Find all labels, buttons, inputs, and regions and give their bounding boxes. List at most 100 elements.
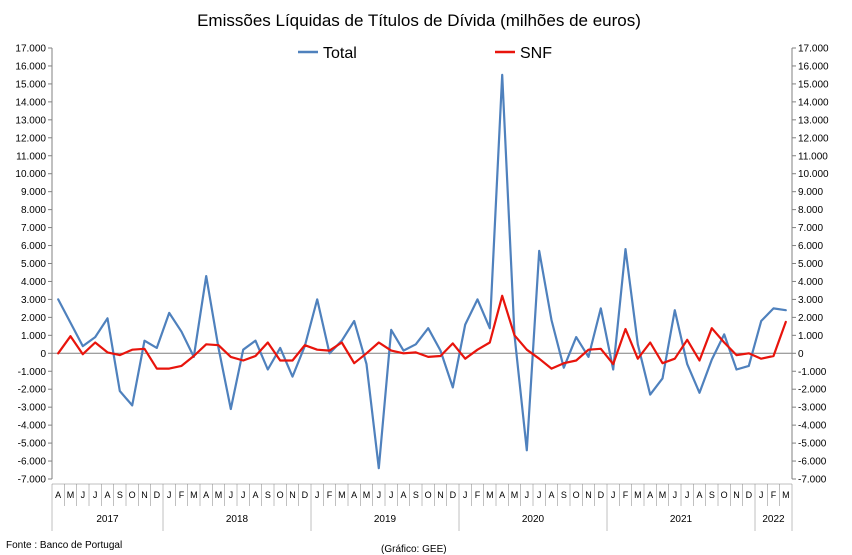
y-tick-label-left: 1.000	[21, 331, 46, 342]
x-tick-label-month: F	[771, 490, 777, 500]
chart-title: Emissões Líquidas de Títulos de Dívida (…	[197, 11, 641, 30]
y-tick-label-left: -3.000	[18, 403, 47, 414]
x-tick-label-month: D	[154, 490, 161, 500]
y-tick-label-right: 7.000	[798, 223, 823, 234]
x-tick-label-month: J	[315, 490, 320, 500]
y-tick-label-left: 4.000	[21, 277, 46, 288]
x-tick-label-month: O	[277, 490, 284, 500]
y-tick-label-right: 4.000	[798, 277, 823, 288]
legend-label-snf: SNF	[520, 45, 552, 62]
x-tick-label-month: A	[400, 490, 406, 500]
x-tick-label-month: M	[782, 490, 790, 500]
x-tick-label-year: 2018	[226, 514, 249, 525]
source-note: Fonte : Banco de Portugal	[6, 540, 122, 551]
y-tick-label-left: 7.000	[21, 223, 46, 234]
y-tick-label-left: 16.000	[15, 61, 46, 72]
y-tick-label-right: 12.000	[798, 133, 829, 144]
y-tick-label-left: -4.000	[18, 421, 47, 432]
x-tick-label-month: S	[709, 490, 715, 500]
y-tick-label-left: 5.000	[21, 259, 46, 270]
y-tick-label-left: 2.000	[21, 313, 46, 324]
y-tick-label-right: 9.000	[798, 187, 823, 198]
x-tick-label-month: J	[537, 490, 542, 500]
y-tick-label-right: -7.000	[798, 475, 827, 486]
y-tick-label-right: -3.000	[798, 403, 827, 414]
y-tick-label-left: 14.000	[15, 97, 46, 108]
x-tick-label-month: N	[437, 490, 444, 500]
series-layer	[57, 73, 787, 470]
x-tick-label-month: M	[634, 490, 642, 500]
y-tick-label-left: 15.000	[15, 79, 46, 90]
x-tick-label-month: A	[203, 490, 209, 500]
x-tick-label-month: F	[179, 490, 185, 500]
axes	[51, 48, 793, 479]
y-tick-label-right: 16.000	[798, 61, 829, 72]
x-tick-label-month: M	[338, 490, 346, 500]
y-tick-label-right: 17.000	[798, 44, 829, 55]
x-tick-label-month: O	[573, 490, 580, 500]
y-tick-label-left: -2.000	[18, 385, 47, 396]
x-tick-label-month: A	[104, 490, 110, 500]
y-tick-label-right: 10.000	[798, 169, 829, 180]
x-tick-label-month: N	[585, 490, 592, 500]
x-tick-label-month: N	[289, 490, 296, 500]
y-tick-label-right: -2.000	[798, 385, 827, 396]
y-tick-label-right: 8.000	[798, 205, 823, 216]
y-axis-right: -7.000 -6.000 -5.000 -4.000 -3.000 -2.000 -1.0…	[792, 44, 829, 486]
x-tick-label-month: A	[499, 490, 505, 500]
x-tick-label-month: A	[696, 490, 702, 500]
y-tick-label-right: 11.000	[798, 151, 828, 162]
x-tick-label-month: A	[647, 490, 653, 500]
x-tick-label-month: J	[525, 490, 530, 500]
x-tick-label-month: J	[463, 490, 468, 500]
x-tick-label-month: M	[215, 490, 223, 500]
x-tick-label-month: M	[190, 490, 198, 500]
x-tick-label-month: N	[733, 490, 740, 500]
y-axis-left: -7.000 -6.000 -5.000 -4.000 -3.000 -2.000 -1.0…	[15, 44, 52, 486]
y-tick-label-left: -6.000	[18, 457, 47, 468]
y-tick-label-right: -1.000	[798, 367, 827, 378]
x-tick-label-month: J	[229, 490, 234, 500]
y-tick-label-right: 13.000	[798, 115, 829, 126]
x-tick-label-month: J	[167, 490, 172, 500]
x-tick-label-month: D	[746, 490, 753, 500]
x-tick-label-month: S	[265, 490, 271, 500]
y-tick-label-left: 8.000	[21, 205, 46, 216]
y-tick-label-right: 2.000	[798, 313, 823, 324]
y-tick-label-right: 3.000	[798, 295, 823, 306]
x-tick-label-month: S	[561, 490, 567, 500]
x-tick-label-month: J	[81, 490, 86, 500]
y-tick-label-left: -7.000	[18, 475, 47, 486]
y-tick-label-left: -5.000	[18, 439, 47, 450]
y-tick-label-right: -4.000	[798, 421, 827, 432]
legend-label-total: Total	[323, 45, 357, 62]
x-tick-label-month: A	[252, 490, 258, 500]
y-tick-label-right: 5.000	[798, 259, 823, 270]
x-tick-label-month: O	[129, 490, 136, 500]
y-tick-label-right: 14.000	[798, 97, 829, 108]
x-tick-label-month: M	[486, 490, 494, 500]
x-tick-label-month: F	[623, 490, 629, 500]
x-tick-label-month: D	[598, 490, 605, 500]
x-tick-label-month: D	[450, 490, 457, 500]
x-tick-label-month: A	[351, 490, 357, 500]
x-tick-label-month: A	[55, 490, 61, 500]
x-tick-label-month: M	[659, 490, 667, 500]
y-tick-label-left: 17.000	[15, 44, 46, 55]
y-tick-label-left: 0	[40, 349, 46, 360]
y-tick-label-right: 6.000	[798, 241, 823, 252]
x-tick-label-year: 2022	[762, 514, 785, 525]
x-tick-label-month: M	[511, 490, 519, 500]
x-tick-label-month: M	[67, 490, 75, 500]
x-tick-label-month: J	[377, 490, 382, 500]
x-tick-label-month: S	[413, 490, 419, 500]
x-tick-label-month: S	[117, 490, 123, 500]
x-tick-label-month: O	[721, 490, 728, 500]
x-tick-label-month: M	[363, 490, 371, 500]
y-tick-label-left: 3.000	[21, 295, 46, 306]
x-tick-label-month: F	[327, 490, 333, 500]
x-tick-label-month: N	[141, 490, 148, 500]
y-tick-label-left: 6.000	[21, 241, 46, 252]
